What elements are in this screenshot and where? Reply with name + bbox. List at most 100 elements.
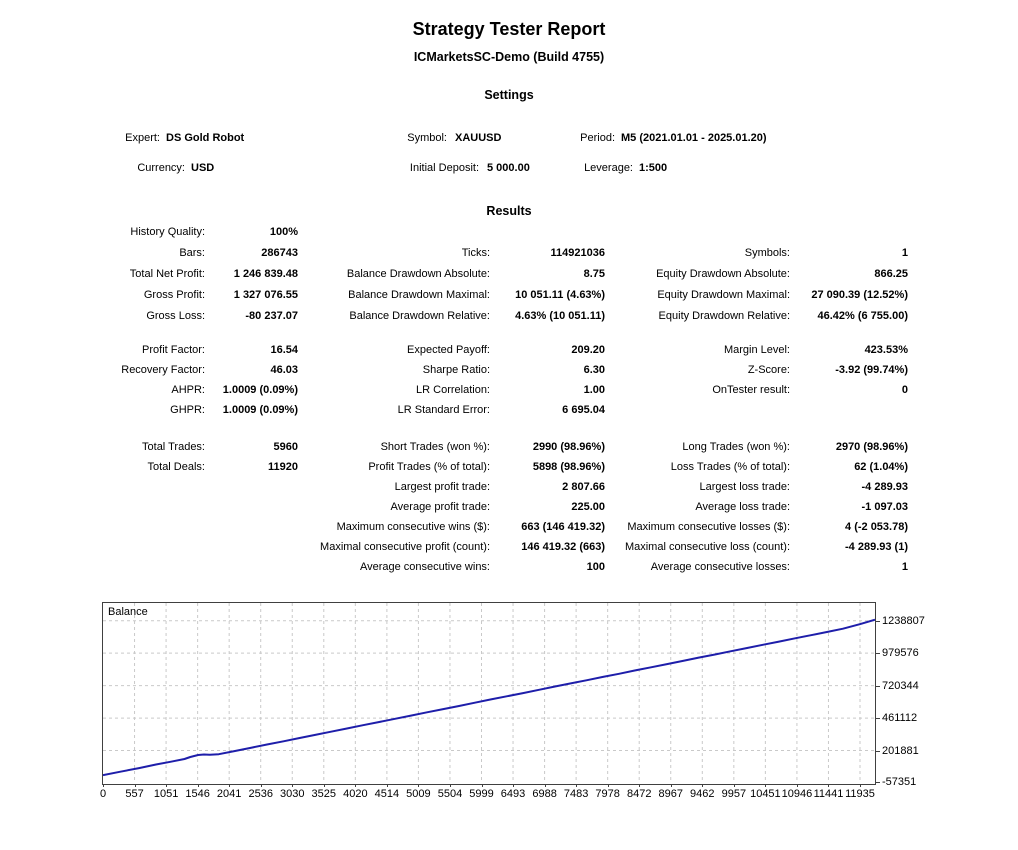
report-title: Strategy Tester Report	[412, 19, 606, 39]
x-tick-mark	[513, 784, 515, 787]
result-label: Average profit trade:	[390, 501, 490, 513]
result-label: Gross Profit:	[143, 289, 205, 301]
x-tick-mark	[292, 784, 294, 787]
result-value: -4 289.93 (1)	[845, 541, 908, 553]
result-label: OnTester result:	[712, 384, 790, 396]
x-tick-mark	[481, 784, 483, 787]
result-label: Total Deals:	[147, 461, 205, 473]
result-value: 2970 (98.96%)	[835, 441, 908, 453]
result-label: Bars:	[179, 247, 205, 259]
y-tick-label: 201881	[882, 744, 919, 757]
x-tick-label: 1546	[185, 788, 210, 800]
y-tick-mark	[876, 782, 880, 783]
result-label: Maximum consecutive wins ($):	[336, 521, 490, 533]
result-value: 4 (-2 053.78)	[845, 521, 908, 533]
x-tick-label: 3525	[311, 788, 337, 800]
result-value: 6 695.04	[562, 404, 605, 416]
balance-line	[103, 618, 875, 777]
result-label: Loss Trades (% of total):	[670, 461, 790, 473]
result-label: Total Net Profit:	[129, 268, 205, 280]
x-tick-mark	[639, 784, 641, 787]
result-label: Equity Drawdown Absolute:	[656, 268, 790, 280]
x-tick-label: 8472	[626, 788, 652, 800]
result-label: Profit Trades (% of total):	[368, 461, 490, 473]
result-label: Maximum consecutive losses ($):	[627, 521, 790, 533]
x-tick-label: 5999	[469, 788, 494, 800]
settings-label: Initial Deposit:	[409, 162, 479, 174]
result-value: 100	[586, 561, 605, 573]
x-tick-mark	[323, 784, 325, 787]
balance-chart: Balance	[102, 602, 876, 785]
result-label: Balance Drawdown Absolute:	[346, 268, 490, 280]
result-label: Expected Payoff:	[407, 344, 490, 356]
result-label: Gross Loss:	[146, 310, 205, 322]
result-label: AHPR:	[171, 384, 205, 396]
x-tick-label: 11441	[813, 788, 844, 800]
result-value: 1 246 839.48	[233, 268, 298, 280]
x-tick-label: 10451	[750, 788, 781, 800]
settings-value: XAUUSD	[455, 132, 502, 144]
result-label: Margin Level:	[723, 344, 790, 356]
result-label: Average consecutive losses:	[650, 561, 790, 573]
x-tick-label: 4020	[343, 788, 368, 800]
x-tick-mark	[449, 784, 451, 787]
y-tick-label: -57351	[882, 776, 917, 788]
result-label: LR Correlation:	[416, 384, 490, 396]
result-value: 1.00	[583, 384, 605, 396]
y-tick-label: 461112	[882, 712, 918, 725]
x-tick-mark	[166, 784, 168, 787]
settings-label: Currency:	[137, 162, 185, 174]
x-tick-mark	[260, 784, 262, 787]
result-value: 100%	[269, 226, 298, 238]
result-label: Z-Score:	[747, 364, 790, 376]
x-tick-mark	[355, 784, 357, 787]
result-value: 1	[901, 561, 908, 573]
result-label: Recovery Factor:	[121, 364, 205, 376]
x-tick-mark	[386, 784, 388, 787]
x-tick-mark	[828, 784, 830, 787]
x-tick-label: 7978	[595, 788, 620, 800]
results-heading: Results	[486, 204, 532, 218]
result-value: 2 807.66	[562, 481, 605, 493]
result-label: Short Trades (won %):	[380, 441, 490, 453]
result-value: -3.92 (99.74%)	[835, 364, 908, 376]
result-value: 286743	[261, 247, 298, 259]
result-value: 1.0009 (0.09%)	[222, 384, 298, 396]
x-tick-mark	[544, 784, 546, 787]
result-value: 8.75	[583, 268, 605, 280]
result-value: 4.63% (10 051.11)	[515, 310, 605, 322]
result-value: 1 327 076.55	[233, 289, 298, 301]
x-tick-mark	[418, 784, 420, 787]
result-label: Profit Factor:	[142, 344, 205, 356]
result-value: 5960	[273, 441, 298, 453]
x-tick-label: 5504	[437, 788, 463, 800]
settings-label: Leverage:	[584, 162, 633, 174]
x-tick-label: 4514	[374, 788, 400, 800]
x-tick-label: 7483	[563, 788, 589, 800]
x-tick-label: 0	[99, 788, 107, 800]
y-tick-mark	[876, 750, 880, 752]
result-value: 11920	[268, 461, 298, 473]
x-tick-label: 2041	[216, 788, 242, 800]
settings-value: 5 000.00	[487, 162, 530, 174]
result-value: 663 (146 419.32)	[521, 521, 605, 533]
settings-label: Symbol:	[407, 132, 447, 144]
result-value: -80 237.07	[245, 310, 298, 322]
x-tick-label: 2536	[248, 788, 273, 800]
result-value: 1.0009 (0.09%)	[222, 404, 298, 416]
result-value: 46.42% (6 755.00)	[817, 310, 908, 322]
y-tick-label: 1238807	[882, 614, 925, 627]
x-tick-label: 6493	[500, 788, 526, 800]
result-value: 146 419.32 (663)	[521, 541, 605, 553]
result-value: 46.03	[270, 364, 298, 376]
result-value: 62 (1.04%)	[854, 461, 908, 473]
y-tick-label: 979576	[882, 647, 919, 660]
x-tick-label: 10946	[781, 788, 813, 800]
result-label: Maximal consecutive loss (count):	[624, 541, 790, 553]
result-value: 27 090.39 (12.52%)	[811, 289, 908, 301]
report-subtitle: ICMarketsSC-Demo (Build 4755)	[413, 50, 605, 64]
x-tick-mark	[702, 784, 704, 787]
result-label: Balance Drawdown Maximal:	[348, 289, 490, 301]
x-tick-mark	[197, 784, 199, 787]
